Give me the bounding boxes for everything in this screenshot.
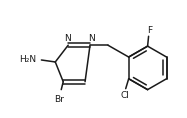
Text: N: N bbox=[64, 34, 70, 43]
Text: Cl: Cl bbox=[120, 91, 129, 100]
Text: F: F bbox=[147, 26, 152, 35]
Text: H₂N: H₂N bbox=[19, 55, 36, 65]
Text: N: N bbox=[88, 34, 94, 43]
Text: Br: Br bbox=[54, 95, 64, 104]
